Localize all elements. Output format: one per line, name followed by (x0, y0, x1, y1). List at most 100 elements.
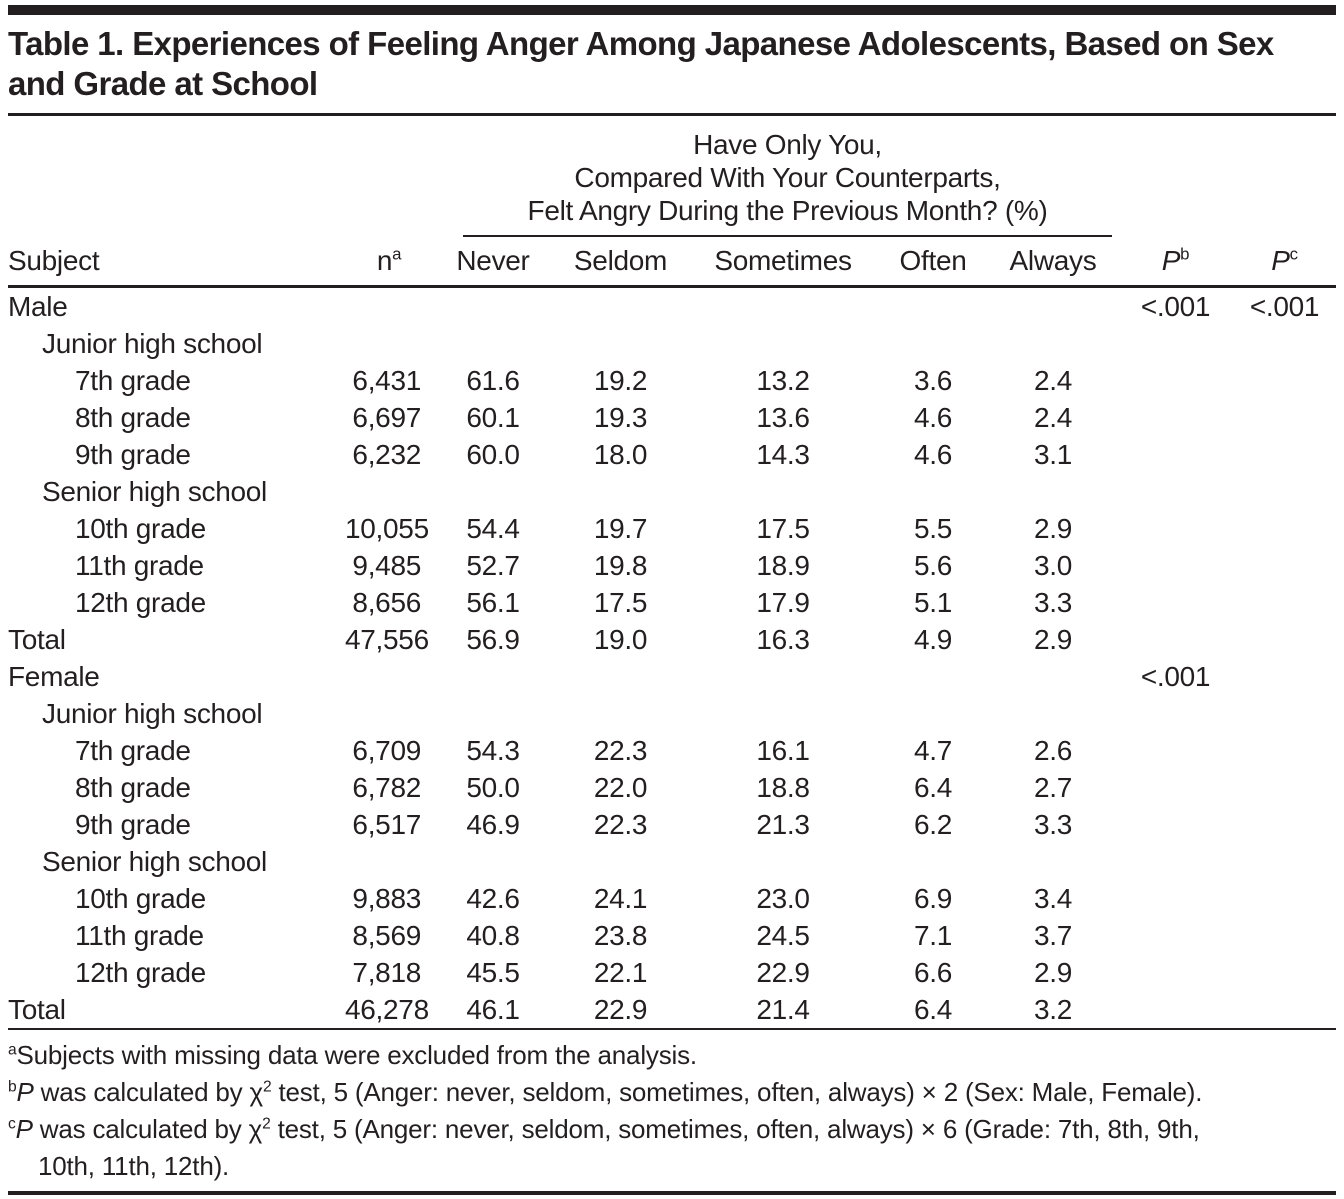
seldom-cell (553, 325, 688, 362)
n-cell: 6,232 (352, 438, 421, 470)
n-cell: 10,055 (345, 512, 429, 544)
often-cell (878, 843, 988, 880)
p-c-cell (1233, 917, 1336, 954)
often-cell: 5.5 (913, 512, 953, 544)
always-cell: 2.4 (1033, 401, 1073, 433)
sometimes-cell: 18.8 (756, 771, 810, 803)
p-c-cell (1233, 547, 1336, 584)
subject-cell: 11th grade (75, 549, 204, 581)
footnote-a-marker: a (8, 1041, 17, 1059)
p-c-cell (1233, 658, 1336, 695)
always-cell: 3.1 (1033, 438, 1073, 470)
always-cell: 3.2 (1033, 993, 1073, 1025)
often-cell: 6.4 (913, 771, 953, 803)
seldom-cell (553, 843, 688, 880)
often-cell: 6.2 (913, 808, 953, 840)
always-cell: 2.9 (1033, 512, 1073, 544)
p-c-cell (1233, 325, 1336, 362)
n-cell (345, 695, 433, 732)
subject-cell: 8th grade (75, 771, 191, 803)
p-b-cell (1118, 843, 1233, 880)
seldom-cell: 22.0 (593, 771, 648, 803)
often-cell (878, 325, 988, 362)
always-cell: 2.7 (1033, 771, 1073, 803)
often-cell: 6.6 (913, 956, 953, 988)
always-cell (988, 695, 1118, 732)
never-cell: 54.3 (466, 734, 520, 766)
never-cell: 61.6 (466, 364, 520, 396)
table-row: Total 47,556 56.9 19.0 16.3 4.9 2.9 (8, 621, 1336, 658)
often-cell: 4.9 (913, 623, 953, 655)
often-cell: 3.6 (913, 364, 953, 396)
subject-cell: 7th grade (75, 734, 191, 766)
p-c-cell (1233, 843, 1336, 880)
sometimes-cell: 13.2 (756, 364, 810, 396)
table-row: 10th grade 10,055 54.4 19.7 17.5 5.5 2.9 (8, 510, 1336, 547)
p-c-cell (1233, 880, 1336, 917)
spanner-spacer-left (8, 116, 433, 237)
table-page: Table 1. Experiences of Feeling Anger Am… (0, 5, 1344, 1195)
subject-cell: 7th grade (75, 364, 191, 396)
footnote-b: bP was calculated by χ2 test, 5 (Anger: … (8, 1077, 1203, 1107)
always-cell (988, 658, 1118, 695)
p-c-cell (1233, 436, 1336, 473)
table-row: 11th grade 9,485 52.7 19.8 18.9 5.6 3.0 (8, 547, 1336, 584)
n-cell (345, 325, 433, 362)
p-b-superscript: b (1180, 244, 1190, 264)
seldom-cell: 17.5 (593, 586, 648, 618)
n-cell: 9,485 (352, 549, 421, 581)
seldom-cell: 22.3 (593, 808, 648, 840)
subject-cell: Total (8, 623, 66, 655)
seldom-cell (553, 658, 688, 695)
never-cell: 50.0 (466, 771, 520, 803)
never-cell: 56.9 (466, 623, 520, 655)
seldom-cell (553, 695, 688, 732)
often-cell: 6.4 (913, 993, 953, 1025)
sometimes-cell (688, 695, 878, 732)
column-header-subject: Subject (8, 237, 345, 288)
seldom-cell: 19.8 (593, 549, 648, 581)
often-cell (878, 473, 988, 510)
never-cell: 54.4 (466, 512, 520, 544)
column-header-seldom: Seldom (553, 237, 688, 288)
p-c-cell (1233, 510, 1336, 547)
p-b-cell (1118, 769, 1233, 806)
anger-question-spanner: Have Only You, Compared With Your Counte… (433, 116, 1118, 237)
p-b-cell (1118, 399, 1233, 436)
column-header-n: na (345, 237, 433, 288)
often-cell: 7.1 (913, 919, 953, 951)
p-b-cell (1118, 991, 1233, 1029)
never-cell (433, 473, 553, 510)
subject-cell: 10th grade (75, 882, 206, 914)
never-cell: 60.1 (466, 401, 520, 433)
always-cell (988, 325, 1118, 362)
p-c-cell (1233, 732, 1336, 769)
table-row: Senior high school (8, 473, 1336, 510)
table-row: Junior high school (8, 695, 1336, 732)
sometimes-cell: 18.9 (756, 549, 810, 581)
n-cell (345, 473, 433, 510)
never-cell: 45.5 (466, 956, 520, 988)
data-table: Have Only You, Compared With Your Counte… (8, 116, 1336, 1030)
never-cell (433, 843, 553, 880)
seldom-cell: 19.2 (593, 364, 648, 396)
subject-cell: Junior high school (42, 697, 263, 729)
n-cell: 6,517 (352, 808, 421, 840)
n-cell: 6,782 (352, 771, 421, 803)
seldom-cell (553, 287, 688, 326)
never-cell (433, 325, 553, 362)
footnotes: aSubjects with missing data were exclude… (8, 1030, 1336, 1185)
table-row: 9th grade 6,517 46.9 22.3 21.3 6.2 3.3 (8, 806, 1336, 843)
table-row: Female <.001 (8, 658, 1336, 695)
subject-cell: 9th grade (75, 438, 191, 470)
n-cell: 8,569 (352, 919, 421, 951)
table-row: Junior high school (8, 325, 1336, 362)
always-cell: 2.9 (1033, 623, 1073, 655)
p-c-superscript: c (1289, 244, 1298, 264)
footnote-c-marker: c (8, 1115, 16, 1133)
p-b-cell (1118, 473, 1233, 510)
sometimes-cell: 16.1 (756, 734, 810, 766)
subject-cell: Senior high school (42, 475, 267, 507)
n-cell: 46,278 (345, 993, 429, 1025)
column-header-p-b: Pb (1118, 237, 1233, 288)
